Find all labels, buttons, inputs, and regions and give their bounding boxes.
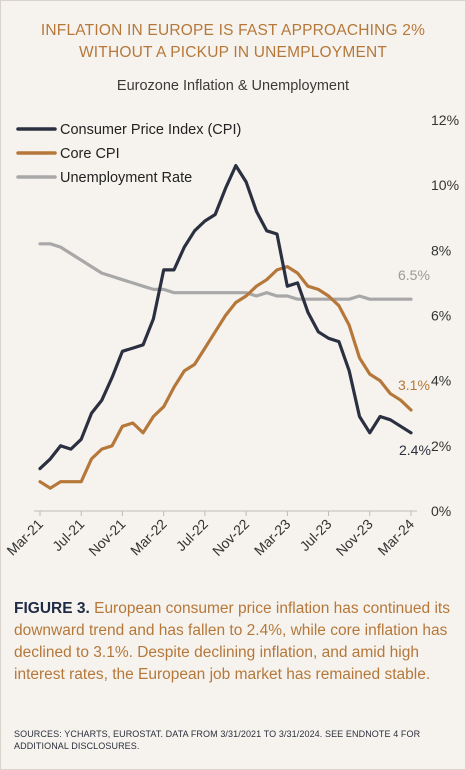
core-cpi-end-label: 3.1% xyxy=(398,377,430,393)
cpi-end-label: 2.4% xyxy=(399,442,431,458)
x-tick-label: Nov-23 xyxy=(333,516,376,559)
x-tick-label: Jul-21 xyxy=(49,516,87,554)
cpi-line xyxy=(38,163,413,471)
legend-cpi-label: Consumer Price Index (CPI) xyxy=(60,122,241,138)
x-tick-label: Jul-22 xyxy=(173,516,211,554)
title-line-2: WITHOUT A PICKUP IN UNEMPLOYMENT xyxy=(78,44,388,61)
figure-caption: FIGURE 3. European consumer price inflat… xyxy=(14,598,454,686)
core-cpi-line xyxy=(38,265,413,490)
x-tick-label: Jul-23 xyxy=(296,516,334,554)
x-tick-label: Nov-22 xyxy=(209,516,252,559)
unemployment-line xyxy=(38,242,413,301)
y-tick-label: 6% xyxy=(431,308,451,324)
y-tick-label: 0% xyxy=(431,503,451,519)
chart-title: INFLATION IN EUROPE IS FAST APPROACHING … xyxy=(0,20,466,64)
legend-core-cpi-label: Core CPI xyxy=(60,146,120,162)
x-tick-label: Mar-22 xyxy=(127,516,170,559)
y-tick-label: 2% xyxy=(431,438,451,454)
sources-note: SOURCES: YCHARTS, EUROSTAT. DATA FROM 3/… xyxy=(14,729,421,751)
y-tick-label: 4% xyxy=(431,373,451,389)
x-tick-label: Mar-24 xyxy=(374,516,417,559)
chart-subtitle: Eurozone Inflation & Unemployment xyxy=(116,78,350,94)
caption-lead: FIGURE 3. xyxy=(14,600,90,617)
caption-text: European consumer price inflation has co… xyxy=(14,600,450,683)
y-tick-label: 12% xyxy=(431,112,459,128)
x-tick-label: Nov-21 xyxy=(85,516,128,559)
line-chart: 0% 2% 4% 6% 8% 10% 12% Mar-21 Jul-21Nov-21Mar-22… xyxy=(3,112,459,559)
title-line-1: INFLATION IN EUROPE IS FAST APPROACHING … xyxy=(40,22,426,39)
y-tick-label: 10% xyxy=(431,177,459,193)
y-tick-label: 8% xyxy=(431,242,451,258)
x-tick-label: Mar-21 xyxy=(3,516,46,559)
legend-unemployment-label: Unemployment Rate xyxy=(60,170,192,186)
x-tick-label: Mar-23 xyxy=(251,516,294,559)
unemployment-end-label: 6.5% xyxy=(398,267,430,283)
